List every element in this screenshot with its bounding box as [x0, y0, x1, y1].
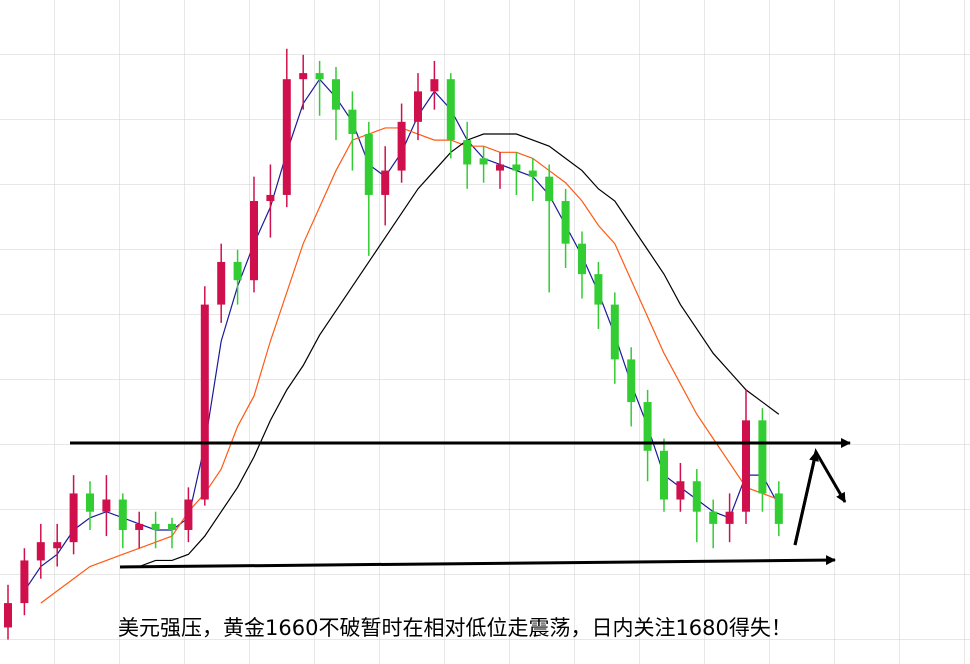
candle-body: [643, 402, 652, 451]
candle-body: [53, 542, 62, 549]
candle-body: [610, 304, 619, 360]
plot: [4, 48, 783, 640]
candle-body: [709, 511, 718, 524]
caption: 美元强压，黄金1660不破暂时在相对低位走震荡，日内关注1680得失！: [118, 616, 792, 640]
candle-body: [512, 164, 521, 171]
forecast-arrow: [793, 447, 847, 546]
candle-body: [364, 134, 373, 195]
candle-body: [299, 73, 308, 80]
candle-body: [545, 176, 554, 202]
candle-body: [496, 164, 504, 171]
candle-body: [4, 603, 12, 628]
candle-body: [102, 499, 111, 512]
candle-body: [479, 158, 488, 165]
candle-body: [135, 523, 144, 530]
candle-body: [332, 79, 340, 110]
candle-body: [742, 420, 750, 512]
candle-body: [758, 420, 767, 494]
candle-body: [676, 481, 685, 500]
support-line: [119, 555, 836, 569]
candle-body: [774, 493, 783, 524]
candle-body: [725, 511, 734, 524]
candle-body: [200, 304, 209, 500]
candle-body: [69, 493, 78, 543]
candle-body: [86, 493, 94, 512]
candle-body: [594, 274, 603, 305]
candle-body: [315, 73, 324, 80]
candle-body: [627, 359, 636, 403]
candle-body: [414, 91, 422, 122]
candle-body: [184, 499, 193, 530]
candle-body: [446, 79, 455, 141]
candle-body: [397, 121, 406, 171]
candle-body: [692, 481, 701, 512]
candle-body: [348, 109, 357, 135]
candle-body: [118, 499, 127, 530]
candle-body: [660, 450, 668, 500]
candle-body: [36, 542, 45, 561]
candle-body: [381, 170, 390, 195]
candle-body: [528, 170, 537, 177]
candle-body: [250, 201, 258, 281]
forecast-arrow: [793, 451, 819, 546]
candle-body: [561, 201, 570, 244]
candle-body: [463, 140, 472, 165]
candle-body: [20, 560, 29, 604]
candle-body: [266, 194, 275, 202]
candle-body: [151, 523, 160, 530]
candle-body: [282, 79, 291, 195]
candle-body: [430, 79, 439, 92]
candle-body: [168, 523, 176, 530]
candle-body: [578, 243, 586, 275]
moving-average: [40, 127, 780, 604]
candle-body: [217, 261, 226, 305]
candle-body: [233, 261, 242, 281]
